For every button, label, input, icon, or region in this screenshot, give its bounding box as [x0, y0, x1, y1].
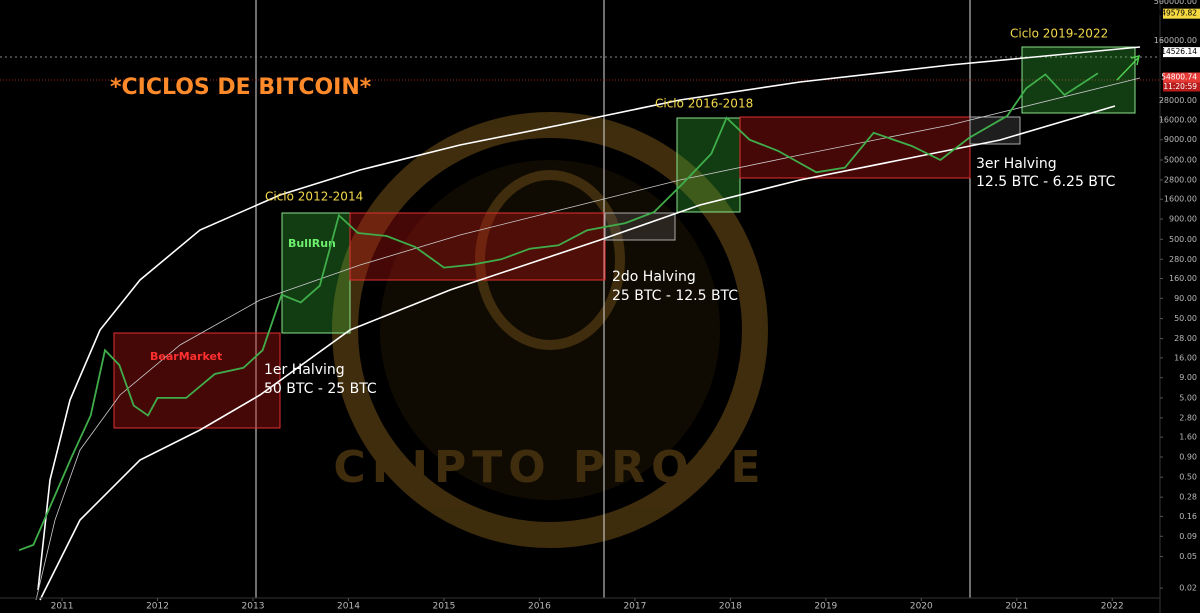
annotation: 12.5 BTC - 6.25 BTC [976, 174, 1116, 190]
countdown-tag [1163, 82, 1200, 92]
x-tick-label: 2017 [623, 602, 646, 612]
watermark-head [475, 170, 625, 350]
watermark: CRIPTO PROFE [332, 112, 768, 548]
y-tick-label: 160000.00 [1154, 36, 1197, 45]
x-tick-label: 2011 [51, 602, 74, 612]
x-tick-label: 2012 [146, 602, 169, 612]
upper-band [37, 46, 1141, 591]
x-tick-label: 2018 [719, 602, 742, 612]
y-tick-label: 160.00 [1169, 274, 1197, 283]
bear-box [739, 116, 971, 179]
y-tick-label: 900.00 [1169, 215, 1197, 224]
y-tick-label: 90.00 [1174, 294, 1197, 303]
y-tick-label: 500.00 [1169, 235, 1197, 244]
watermark-text: CRIPTO PROFE [333, 442, 766, 493]
price-tag-label: 349579.82 [1156, 9, 1197, 18]
lower-band [39, 105, 1116, 601]
y-tick-label: 2800.00 [1164, 175, 1197, 184]
y-tick-label: 0.90 [1179, 452, 1197, 461]
y-tick-label: 5000.00 [1164, 155, 1197, 164]
x-tick-label: 2014 [337, 602, 360, 612]
y-tick-label: 0.05 [1179, 552, 1197, 561]
y-tick-label: 0.50 [1179, 473, 1197, 482]
bear-box [349, 212, 606, 281]
watermark-disc [380, 160, 720, 500]
annotation: 25 BTC - 12.5 BTC [612, 288, 738, 304]
y-tick-label: 280.00 [1169, 255, 1197, 264]
x-tick-label: 2015 [432, 602, 455, 612]
annotation: 2do Halving [612, 269, 696, 285]
y-tick-label: 16.00 [1174, 353, 1197, 362]
x-tick-label: 2020 [910, 602, 933, 612]
y-tick-label: 0.09 [1179, 532, 1197, 541]
bear-box [113, 332, 281, 429]
price-line [18, 72, 1099, 552]
bull-box [676, 117, 741, 213]
y-tick-label: 0.16 [1179, 512, 1197, 521]
y-tick-label: 16000.00 [1159, 115, 1197, 124]
x-tick-label: 2013 [242, 602, 265, 612]
annotation: 50 BTC - 25 BTC [264, 381, 377, 397]
y-tick-label: 1600.00 [1164, 195, 1197, 204]
chart-title: *CICLOS DE BITCOIN* [110, 75, 372, 100]
x-tick-label: 2016 [528, 602, 551, 612]
y-tick-label: 0.02 [1179, 584, 1197, 593]
y-tick-label: 0.28 [1179, 493, 1197, 502]
annotation: 1er Halving [264, 362, 345, 378]
y-tick-label: 500000.00 [1154, 0, 1197, 6]
annotation: Ciclo 2012-2014 [265, 190, 363, 204]
annotation: Ciclo 2019-2022 [1010, 27, 1108, 41]
x-tick-label: 2022 [1101, 602, 1124, 612]
y-tick-label: 28.00 [1174, 334, 1197, 343]
price-tag-label: 54800.74 [1161, 73, 1197, 82]
price-tag [1163, 8, 1200, 19]
y-tick-label: 9.00 [1179, 373, 1197, 382]
annotation: BullRun [288, 237, 336, 250]
y-tick-label: 5.00 [1179, 393, 1197, 402]
watermark-ring [332, 112, 768, 548]
y-tick-label: 1.60 [1179, 433, 1197, 442]
projection-arrow [1116, 57, 1139, 81]
annotation: BearMarket [150, 350, 222, 363]
y-tick-label: 2.80 [1179, 413, 1197, 422]
accum-box [969, 116, 1021, 145]
projection-arrow [1130, 54, 1140, 66]
price-tag-label: 114526.14 [1156, 47, 1197, 56]
countdown: 11:20:59 [1163, 82, 1197, 91]
x-tick-label: 2019 [814, 602, 837, 612]
bull-box [281, 212, 351, 334]
y-tick-label: 28000.00 [1159, 96, 1197, 105]
price-tag [1163, 47, 1200, 58]
middle-band [35, 77, 1141, 601]
annotation: 3er Halving [976, 156, 1057, 172]
bull-box [1021, 46, 1136, 114]
x-tick-label: 2021 [1005, 602, 1028, 612]
annotation: Ciclo 2016-2018 [655, 97, 753, 111]
price-tag [1163, 72, 1200, 83]
y-tick-label: 50.00 [1174, 314, 1197, 323]
y-tick-label: 9000.00 [1164, 135, 1197, 144]
